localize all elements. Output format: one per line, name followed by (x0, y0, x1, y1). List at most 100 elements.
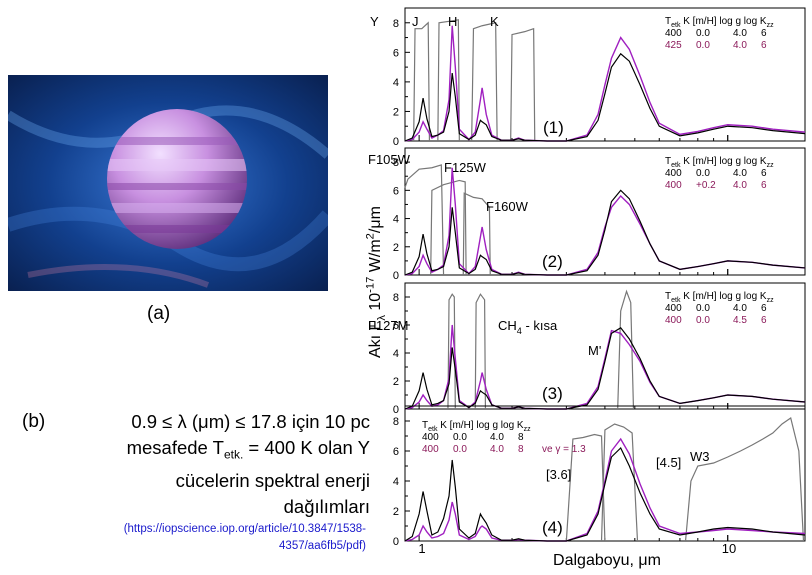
y-tick-label: 6 (393, 47, 399, 59)
y-tick-label: 2 (393, 242, 399, 254)
filter-curve (447, 293, 456, 410)
filter-curve (462, 192, 491, 276)
filter-label: F105W (368, 152, 411, 167)
filter-label: W3 (690, 449, 710, 464)
filter-label: [4.5] (656, 455, 681, 470)
filter-curve (600, 423, 639, 542)
legend-cell: 400 (665, 28, 682, 39)
legend-cell: 4.0 (733, 180, 747, 191)
filter-label: CH4 - kısa (498, 318, 558, 336)
legend-cell: 4.0 (733, 40, 747, 51)
series-a-line (404, 327, 806, 410)
caption-line-1: 0.9 ≤ λ (μm) ≤ 17.8 için 10 pc (131, 411, 370, 432)
legend-cell: 4.0 (490, 444, 504, 455)
x-tick-label: 1 (418, 541, 425, 556)
filter-curve (437, 19, 460, 142)
legend-cell: 6 (761, 315, 767, 326)
legend-cell: 6 (761, 303, 767, 314)
legend-cell: 425 (665, 40, 682, 51)
y-tick-label: 6 (393, 446, 399, 458)
legend-cell: 0.0 (453, 432, 467, 443)
series-a-line (404, 189, 806, 276)
legend-cell: ve γ = 1.3 (542, 444, 586, 455)
legend-cell: 0.0 (453, 444, 467, 455)
gas-giant-image (5, 75, 334, 291)
filter-label: K (490, 14, 499, 29)
legend-cell: 8 (518, 432, 524, 443)
legend-cell: 6 (761, 28, 767, 39)
y-tick-label: 4 (393, 348, 399, 360)
panel-label: (1) (543, 118, 564, 137)
figure-caption: 0.9 ≤ λ (μm) ≤ 17.8 için 10 pc mesafede … (60, 409, 370, 520)
legend-header: Tetk K [m/H] log g log Kzz (665, 16, 774, 29)
planet-illustration (5, 75, 334, 291)
y-tick-label: 8 (393, 416, 399, 428)
y-tick-label: 4 (393, 214, 399, 226)
filter-curve (413, 21, 431, 142)
legend-cell: 4.5 (733, 315, 747, 326)
legend-cell: 400 (422, 444, 439, 455)
source-link[interactable]: (https://iopscience.iop.org/article/10.3… (60, 521, 366, 555)
filter-label: F125W (444, 160, 487, 175)
source-link-line-2[interactable]: 4357/aa6fb5/pdf) (279, 540, 366, 552)
caption-line-2: mesafede Tetk. = 400 K olan Y (60, 435, 370, 468)
filter-curve (565, 433, 606, 542)
legend-cell: 0.0 (696, 303, 710, 314)
caption-line-2-sub: etk. (223, 447, 244, 462)
series-a-line (404, 446, 806, 542)
legend-cell: 400 (665, 303, 682, 314)
legend-cell: 400 (422, 432, 439, 443)
y-tick-label: 0 (393, 136, 399, 148)
y-tick-label: 6 (393, 185, 399, 197)
source-link-line-1[interactable]: (https://iopscience.iop.org/article/10.3… (123, 523, 366, 535)
legend-header: Tetk K [m/H] log g log Kzz (422, 420, 531, 433)
y-tick-label: 4 (393, 476, 399, 488)
filter-label: M' (588, 343, 601, 358)
caption-line-2-b: = 400 K olan Y (243, 437, 370, 458)
legend-header: Tetk K [m/H] log g log Kzz (665, 291, 774, 304)
filter-curve (510, 27, 536, 142)
caption-line-2-a: mesafede T (126, 437, 224, 458)
y-axis-label: Akı Fλ 10-17 W/m2/μm (365, 206, 388, 358)
series-a-line (404, 52, 806, 142)
legend-cell: 6 (761, 40, 767, 51)
y-tick-label: 8 (393, 157, 399, 169)
filter-curve (617, 289, 635, 410)
legend-cell: +0.2 (696, 180, 716, 191)
caption-line-4: dağılımları (283, 495, 370, 517)
filter-curve (404, 164, 445, 276)
filter-label: Y (370, 14, 379, 29)
x-tick-label: 10 (722, 541, 736, 556)
filter-label: F127M (368, 318, 408, 333)
filter-curve (471, 22, 498, 142)
legend-cell: 8 (518, 444, 524, 455)
filter-curve (684, 417, 805, 542)
y-tick-label: 0 (393, 270, 399, 282)
y-tick-label: 2 (393, 376, 399, 388)
y-tick-label: 8 (393, 18, 399, 30)
y-tick-label: 8 (393, 292, 399, 304)
legend-cell: 0.0 (696, 315, 710, 326)
legend-cell: 6 (761, 180, 767, 191)
legend-cell: 4.0 (733, 168, 747, 179)
filter-curve (474, 293, 487, 410)
label-a: (a) (147, 303, 171, 324)
y-tick-label: 2 (393, 106, 399, 118)
legend-cell: 0.0 (696, 28, 710, 39)
filter-label: [3.6] (546, 467, 571, 482)
caption-line-3: cücelerin spektral enerji (175, 469, 370, 491)
legend-cell: 0.0 (696, 40, 710, 51)
y-tick-label: 4 (393, 77, 399, 89)
filter-label: J (412, 14, 419, 29)
y-tick-label: 6 (393, 320, 399, 332)
legend-header: Tetk K [m/H] log g log Kzz (665, 156, 774, 169)
legend-cell: 4.0 (733, 28, 747, 39)
panel-label: (4) (542, 518, 563, 537)
filter-label: F160W (486, 199, 529, 214)
legend-cell: 400 (665, 180, 682, 191)
legend-cell: 400 (665, 315, 682, 326)
y-tick-label: 0 (393, 404, 399, 416)
legend-cell: 400 (665, 168, 682, 179)
y-tick-label: 2 (393, 506, 399, 518)
